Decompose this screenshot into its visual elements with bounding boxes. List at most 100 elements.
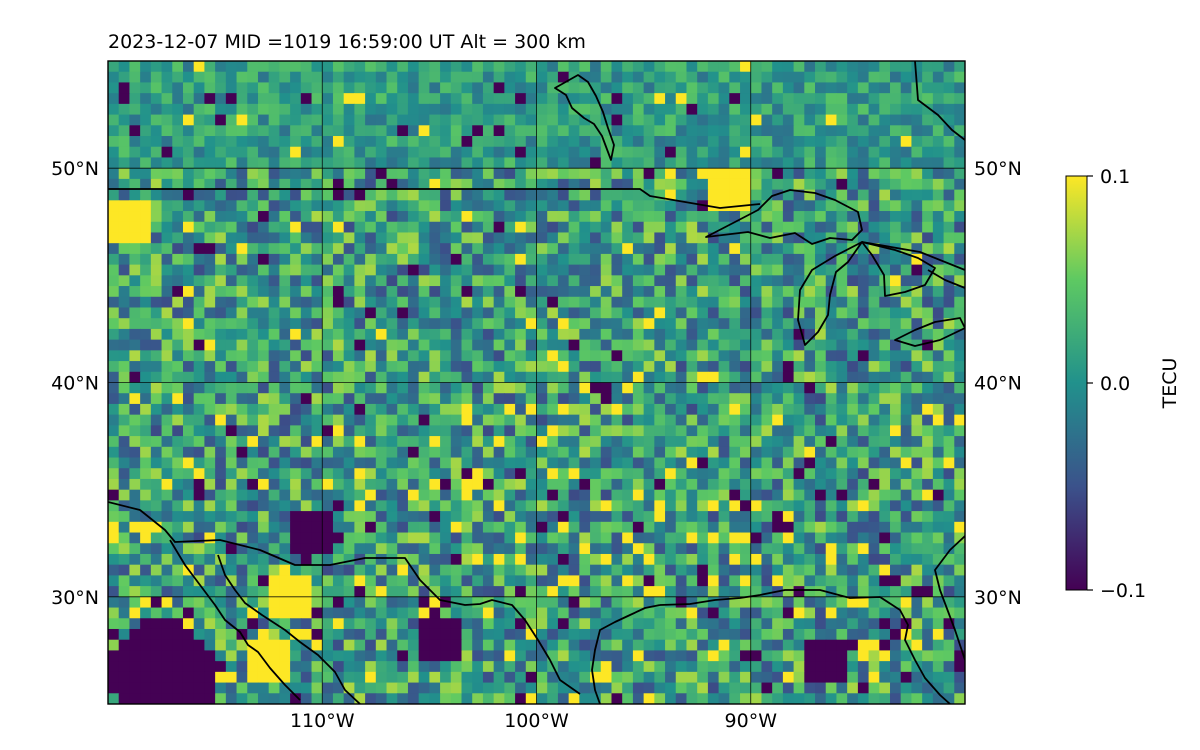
heatmap-cell [686,650,698,662]
heatmap-cell [193,82,206,94]
heatmap-cell [782,682,795,694]
heatmap-cell [268,146,280,159]
heatmap-cell [632,553,645,566]
heatmap-cell [847,393,859,405]
heatmap-cell [525,189,538,201]
heatmap-cell [622,414,634,426]
heatmap-cell [825,243,838,255]
tec-heatmap [108,61,965,704]
heatmap-cell [707,146,720,159]
heatmap-cell [654,521,666,534]
heatmap-cell [718,136,730,148]
heatmap-cell [943,339,955,351]
heatmap-cell [697,71,709,84]
heatmap-cell [911,628,923,641]
heatmap-cell [547,457,559,469]
heatmap-cell [450,661,463,673]
heatmap-cell [665,339,677,351]
heatmap-cell [686,371,698,384]
heatmap-cell [407,500,420,512]
colorbar-tick-label: 0.1 [1100,166,1130,188]
heatmap-cell [225,168,238,180]
heatmap-cell [782,189,795,201]
heatmap-cell [922,553,934,566]
heatmap-cell [150,328,163,341]
heatmap-cell [932,103,945,116]
heatmap-cell [525,350,538,362]
heatmap-cell [354,328,366,341]
heatmap-cell [322,350,334,362]
heatmap-cell [472,93,484,105]
heatmap-cell [504,553,516,566]
heatmap-cell [643,607,655,619]
heatmap-cell [215,446,227,459]
heatmap-cell [215,61,227,73]
heatmap-cell [675,596,688,609]
heatmap-cell [322,425,334,437]
heatmap-cell [836,414,848,426]
heatmap-cell [397,82,409,94]
heatmap-cell [172,543,184,555]
heatmap-cell [161,414,173,426]
heatmap-cell [815,618,827,630]
heatmap-cell [632,339,645,351]
heatmap-cell [215,232,227,244]
heatmap-cell [793,564,805,576]
heatmap-cell [804,71,816,84]
heatmap-cell [140,157,152,169]
heatmap-cell [643,275,655,287]
heatmap-cell [600,82,613,94]
heatmap-cell [697,361,709,373]
heatmap-cell [172,361,184,373]
heatmap-cell [397,650,409,662]
heatmap-cell [932,168,945,180]
heatmap-cell [311,553,323,566]
heatmap-cell [932,521,945,534]
heatmap-cell [686,543,698,555]
heatmap-cell [354,178,366,191]
heatmap-cell [557,275,570,287]
heatmap-cell [343,136,355,148]
heatmap-cell [622,93,634,105]
heatmap-cell [675,232,688,244]
heatmap-cell [804,650,816,662]
heatmap-cell [397,157,409,169]
heatmap-cell [900,211,913,223]
heatmap-cell [140,264,152,276]
heatmap-cell [397,103,409,116]
heatmap-cell [761,543,773,555]
heatmap-cell [193,682,206,694]
heatmap-cell [343,414,355,426]
heatmap-cell [300,489,313,501]
heatmap-cell [868,564,880,576]
heatmap-cell [707,511,720,523]
heatmap-cell [279,671,291,684]
heatmap-cell [611,286,623,298]
heatmap-cell [568,618,580,630]
heatmap-cell [793,328,805,341]
heatmap-cell [772,264,784,276]
heatmap-cell [632,414,645,426]
heatmap-cell [257,114,270,126]
heatmap-cell [493,532,505,544]
heatmap-cell [311,489,323,501]
heatmap-cell [632,682,645,694]
heatmap-cell [354,671,366,684]
heatmap-cell [118,243,131,255]
heatmap-cell [108,382,120,394]
heatmap-cell [943,596,955,609]
heatmap-cell [643,618,655,630]
heatmap-cell [472,521,484,534]
heatmap-cell [729,682,741,694]
heatmap-cell [375,103,388,116]
heatmap-cell [279,564,291,576]
heatmap-cell [397,489,409,501]
heatmap-cell [611,478,623,491]
heatmap-cell [879,661,891,673]
heatmap-cell [386,328,398,341]
heatmap-cell [954,286,965,298]
heatmap-cell [707,71,720,84]
heatmap-cell [418,618,430,630]
heatmap-cell [943,103,955,116]
heatmap-cell [686,693,698,704]
